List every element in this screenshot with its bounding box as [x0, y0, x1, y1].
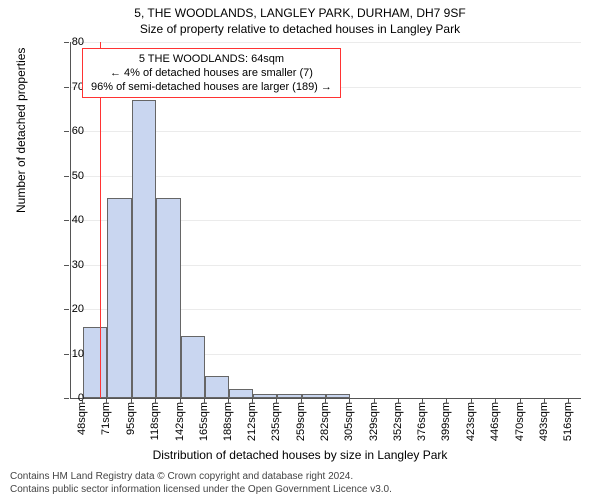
histogram-bar [181, 336, 205, 398]
x-tick-mark [544, 398, 545, 403]
chart-subtitle: Size of property relative to detached ho… [0, 22, 600, 36]
x-tick-mark [446, 398, 447, 403]
attribution-line2: Contains public sector information licen… [10, 483, 590, 496]
x-axis-label: Distribution of detached houses by size … [0, 448, 600, 462]
x-tick-label: 376sqm [416, 402, 428, 441]
x-tick-label: 493sqm [538, 402, 550, 441]
x-tick-mark [155, 398, 156, 403]
x-tick-label: 329sqm [368, 402, 380, 441]
x-tick-label: 516sqm [562, 402, 574, 441]
x-tick-label: 423sqm [465, 402, 477, 441]
y-tick-mark [64, 42, 69, 43]
x-tick-mark [349, 398, 350, 403]
x-tick-label: 71sqm [100, 402, 112, 435]
x-tick-label: 235sqm [270, 402, 282, 441]
x-tick-label: 165sqm [198, 402, 210, 441]
gridline [71, 42, 581, 43]
y-tick-label: 60 [72, 125, 84, 137]
x-tick-mark [325, 398, 326, 403]
histogram-bar [205, 376, 229, 398]
x-tick-mark [276, 398, 277, 403]
x-tick-label: 305sqm [343, 402, 355, 441]
x-tick-mark [398, 398, 399, 403]
x-tick-mark [495, 398, 496, 403]
y-tick-mark [64, 220, 69, 221]
histogram-bar [156, 198, 181, 398]
x-tick-mark [106, 398, 107, 403]
attribution-line1: Contains HM Land Registry data © Crown c… [10, 470, 590, 483]
histogram-bar [253, 394, 277, 398]
x-tick-label: 446sqm [489, 402, 501, 441]
y-tick-mark [64, 131, 69, 132]
x-tick-label: 118sqm [149, 402, 161, 440]
x-tick-mark [204, 398, 205, 403]
x-tick-mark [82, 398, 83, 403]
y-tick-label: 80 [72, 36, 84, 48]
x-tick-label: 188sqm [222, 402, 234, 441]
histogram-bar [277, 394, 302, 398]
y-tick-label: 50 [72, 170, 84, 182]
y-tick-mark [64, 87, 69, 88]
histogram-bar [132, 100, 156, 398]
info-line-larger: 96% of semi-detached houses are larger (… [91, 80, 332, 94]
y-tick-mark [64, 309, 69, 310]
histogram-bar [83, 327, 107, 398]
y-tick-label: 10 [72, 348, 84, 360]
info-line-smaller: ← 4% of detached houses are smaller (7) [91, 66, 332, 80]
info-line-property: 5 THE WOODLANDS: 64sqm [91, 52, 332, 66]
histogram-bar [302, 394, 326, 398]
x-tick-mark [568, 398, 569, 403]
y-axis-label: Number of detached properties [14, 48, 28, 213]
x-tick-mark [180, 398, 181, 403]
y-tick-mark [64, 176, 69, 177]
x-tick-label: 142sqm [174, 402, 186, 441]
chart-container: { "chart": { "type": "histogram", "title… [0, 0, 600, 500]
info-callout: 5 THE WOODLANDS: 64sqm ← 4% of detached … [82, 48, 341, 98]
x-tick-label: 399sqm [440, 402, 452, 441]
x-tick-label: 259sqm [295, 402, 307, 441]
y-tick-mark [64, 265, 69, 266]
x-tick-label: 95sqm [125, 402, 137, 435]
histogram-bar [229, 389, 254, 398]
x-tick-mark [131, 398, 132, 403]
x-tick-label: 282sqm [319, 402, 331, 441]
x-tick-label: 48sqm [76, 402, 88, 435]
chart-title-address: 5, THE WOODLANDS, LANGLEY PARK, DURHAM, … [0, 6, 600, 20]
y-tick-mark [64, 354, 69, 355]
histogram-bar [107, 198, 132, 398]
y-tick-mark [64, 398, 69, 399]
x-tick-mark [228, 398, 229, 403]
x-tick-mark [422, 398, 423, 403]
x-tick-mark [301, 398, 302, 403]
x-tick-label: 212sqm [246, 402, 258, 441]
y-tick-label: 20 [72, 303, 84, 315]
x-tick-mark [520, 398, 521, 403]
x-tick-mark [471, 398, 472, 403]
y-tick-label: 30 [72, 259, 84, 271]
x-tick-label: 352sqm [392, 402, 404, 441]
y-tick-label: 40 [72, 214, 84, 226]
x-tick-mark [252, 398, 253, 403]
histogram-bar [326, 394, 350, 398]
x-tick-label: 470sqm [514, 402, 526, 441]
x-tick-mark [374, 398, 375, 403]
attribution: Contains HM Land Registry data © Crown c… [10, 470, 590, 496]
